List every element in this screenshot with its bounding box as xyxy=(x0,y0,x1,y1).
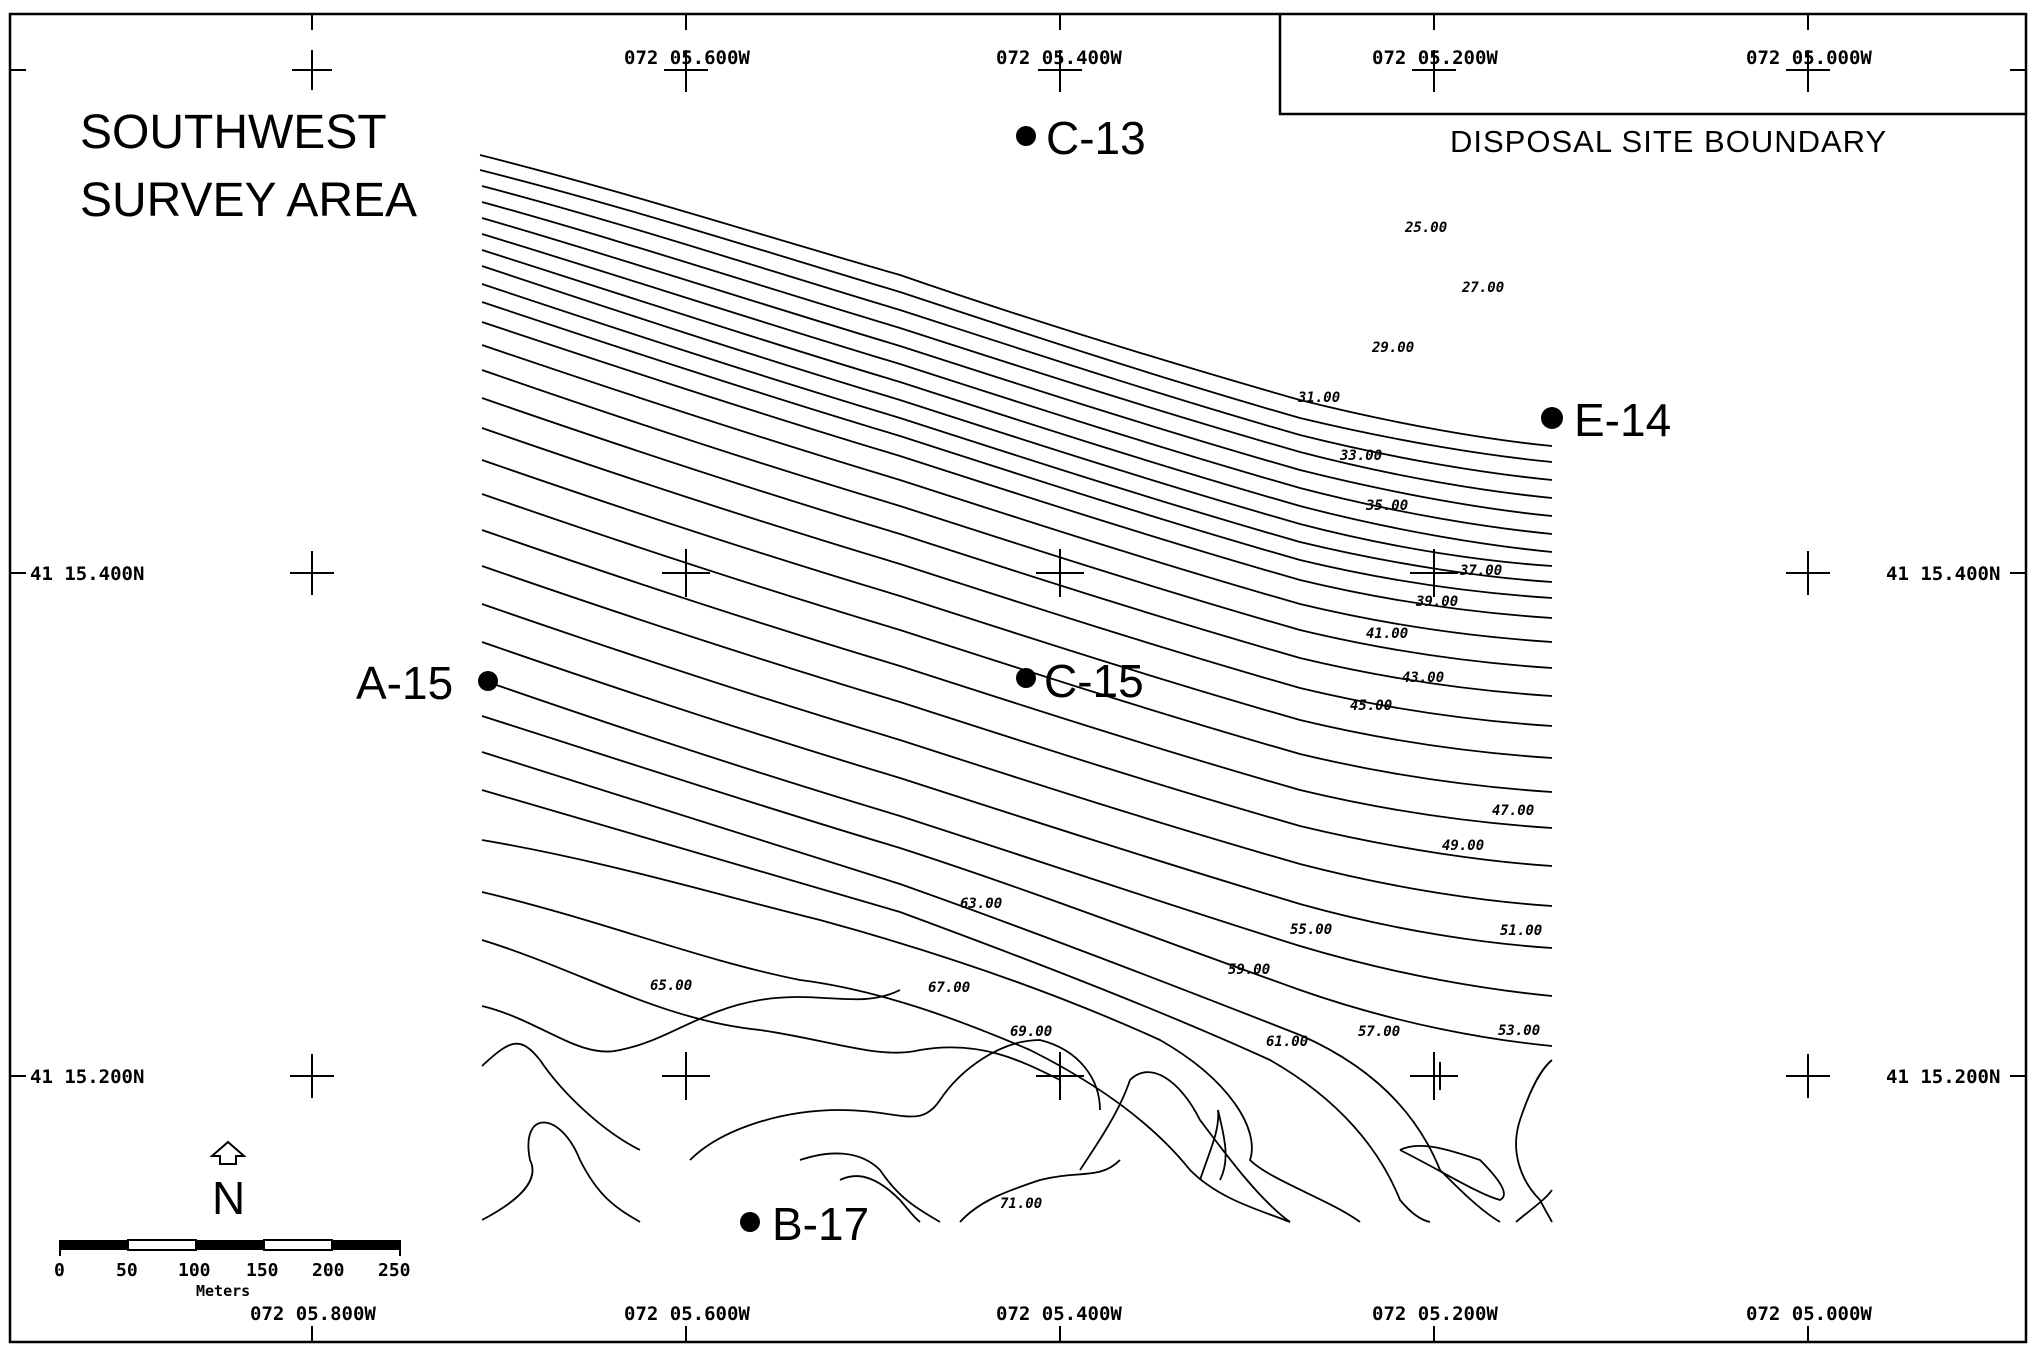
scale-bar-segment xyxy=(127,1239,197,1251)
depth-contours xyxy=(479,154,1553,1223)
longitude-label-bottom: 072 05.000W xyxy=(1746,1303,1872,1325)
scale-tick-label: 150 xyxy=(246,1260,279,1281)
latitude-label-right: 41 15.200N xyxy=(1886,1066,2000,1088)
edge-ticks xyxy=(10,14,2026,1342)
longitude-label-top: 072 05.000W xyxy=(1746,47,1872,69)
scale-tick-label: 200 xyxy=(312,1260,345,1281)
contour-label: 59.00 xyxy=(1228,962,1270,978)
contour-label: 51.00 xyxy=(1500,923,1542,939)
contour-label: 33.00 xyxy=(1339,448,1382,464)
contour-label: 43.00 xyxy=(1402,670,1444,686)
longitude-label-top: 072 05.400W xyxy=(996,47,1122,69)
graticule-crosses xyxy=(290,50,1830,1100)
contour-label: 37.00 xyxy=(1459,563,1502,579)
station-marker xyxy=(478,671,498,691)
station-e14: E-14 xyxy=(1541,394,1671,446)
station-b17: B-17 xyxy=(740,1198,869,1250)
contour-label: 35.00 xyxy=(1365,498,1408,514)
scale-units-label: Meters xyxy=(196,1282,250,1300)
scale-tick-label: 50 xyxy=(116,1260,138,1281)
station-c15: C-15 xyxy=(1016,655,1144,707)
contour-labels: 25.00 27.00 29.00 31.00 33.00 35.00 37.0… xyxy=(650,220,1542,1212)
latitude-label-left: 41 15.200N xyxy=(30,1066,144,1088)
scale-bar-segment xyxy=(196,1240,264,1250)
station-marker xyxy=(1016,126,1036,146)
longitude-label-bottom: 072 05.600W xyxy=(624,1303,750,1325)
north-arrow: N xyxy=(209,1140,247,1224)
disposal-site-boundary-line xyxy=(1278,14,2026,116)
map-title-line1: SOUTHWEST xyxy=(80,106,387,159)
scale-tick-label: 100 xyxy=(178,1260,211,1281)
map-frame xyxy=(8,12,2028,1344)
contour-label: 25.00 xyxy=(1404,220,1447,236)
scale-bar-segment xyxy=(263,1239,333,1251)
contour-label: 69.00 xyxy=(1010,1024,1052,1040)
latitude-label-right: 41 15.400N xyxy=(1886,563,2000,585)
longitude-label-top: 072 05.600W xyxy=(624,47,750,69)
contour-label: 45.00 xyxy=(1350,698,1392,714)
station-label: A-15 xyxy=(356,657,453,709)
station-marker xyxy=(740,1212,760,1232)
north-label: N xyxy=(212,1172,245,1224)
contour-label: 63.00 xyxy=(960,896,1002,912)
scale-bar-segment xyxy=(332,1240,400,1250)
contour-label: 41.00 xyxy=(1366,626,1408,642)
map-title-line2: SURVEY AREA xyxy=(80,174,417,227)
contour-label: 27.00 xyxy=(1461,280,1504,296)
contour-label: 49.00 xyxy=(1442,838,1484,854)
longitude-label-top: 072 05.200W xyxy=(1372,47,1498,69)
station-a15: A-15 xyxy=(356,657,498,709)
station-label: E-14 xyxy=(1574,394,1671,446)
north-arrow-icon xyxy=(209,1140,247,1165)
contour-label: 29.00 xyxy=(1371,340,1414,356)
longitude-label-bottom: 072 05.200W xyxy=(1372,1303,1498,1325)
longitude-label-bottom: 072 05.800W xyxy=(250,1303,376,1325)
contour-label: 71.00 xyxy=(1000,1196,1042,1212)
latitude-label-left: 41 15.400N xyxy=(30,563,144,585)
station-c13: C-13 xyxy=(1016,112,1146,164)
scale-bar: 0 50 100 150 200 250 Meters xyxy=(54,1239,411,1300)
contour-label: 61.00 xyxy=(1266,1034,1308,1050)
contour-label: 53.00 xyxy=(1498,1023,1540,1039)
station-label: C-15 xyxy=(1044,655,1144,707)
contour-label: 65.00 xyxy=(650,978,692,994)
disposal-site-boundary-label: DISPOSAL SITE BOUNDARY xyxy=(1450,124,1887,159)
contour-label: 39.00 xyxy=(1415,594,1458,610)
contour-label: 57.00 xyxy=(1358,1024,1400,1040)
longitude-label-bottom: 072 05.400W xyxy=(996,1303,1122,1325)
station-marker xyxy=(1541,407,1563,429)
contour-label: 47.00 xyxy=(1492,803,1534,819)
scale-tick-label: 0 xyxy=(54,1260,65,1281)
station-label: B-17 xyxy=(772,1198,869,1250)
scale-tick-label: 250 xyxy=(378,1260,411,1281)
contour-label: 55.00 xyxy=(1290,922,1332,938)
scale-bar-hatched-segment xyxy=(60,1240,128,1250)
contour-label: 67.00 xyxy=(928,980,970,996)
station-marker xyxy=(1016,668,1036,688)
station-label: C-13 xyxy=(1046,112,1146,164)
contour-label: 31.00 xyxy=(1297,390,1340,406)
